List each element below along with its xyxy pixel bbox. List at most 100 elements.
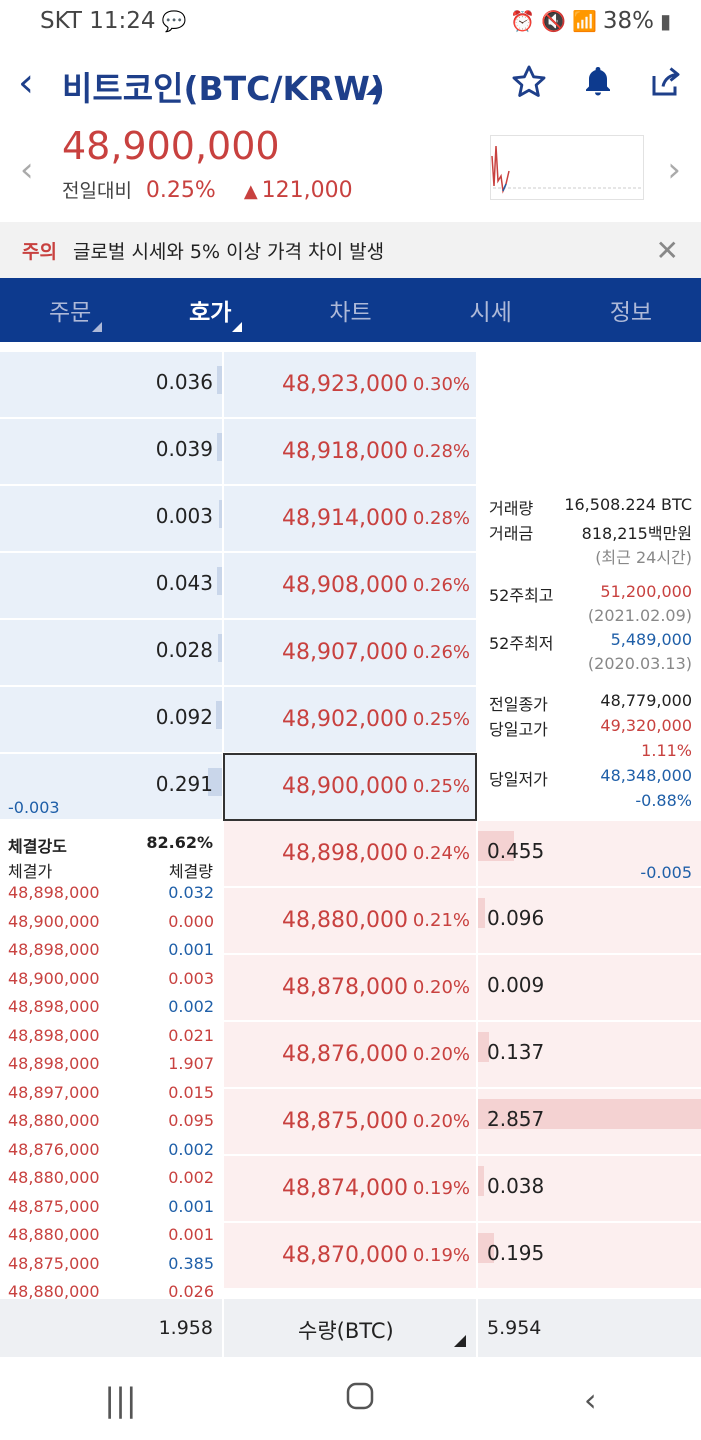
ask-quantity: 0.043 bbox=[155, 571, 213, 595]
volume-value: 16,508.224 BTC bbox=[564, 495, 692, 514]
ask-volume-bar bbox=[208, 768, 222, 796]
bid-price: 48,878,000 bbox=[282, 975, 408, 1000]
trade-row: 48,880,000 0.001 bbox=[0, 1225, 222, 1253]
trade-row: 48,875,000 0.001 bbox=[0, 1197, 222, 1225]
tab-chart[interactable]: 차트 bbox=[280, 278, 420, 342]
trade-row: 48,875,000 0.385 bbox=[0, 1254, 222, 1282]
high52-label: 52주최고 bbox=[489, 586, 554, 605]
bid-delta: -0.005 bbox=[640, 863, 692, 882]
bid-quantity: 0.195 bbox=[487, 1241, 545, 1265]
next-coin-arrow-icon[interactable]: › bbox=[667, 150, 681, 190]
ask-price: 48,907,000 bbox=[282, 640, 408, 665]
tab-info[interactable]: 정보 bbox=[561, 278, 701, 342]
divider bbox=[476, 1299, 478, 1357]
coin-title[interactable]: 비트코인(BTC/KRW) bbox=[62, 69, 385, 108]
volume-label: 거래량 bbox=[489, 499, 534, 518]
bid-row[interactable]: 0.195 bbox=[478, 1223, 701, 1288]
bid-quantity: 0.455 bbox=[487, 839, 545, 863]
ask-row[interactable]: 0.043 bbox=[0, 553, 222, 618]
trade-row: 48,898,000 0.032 bbox=[0, 883, 222, 911]
close-icon[interactable]: ✕ bbox=[655, 234, 679, 267]
bid-price-row[interactable]: 48,878,000 0.20% bbox=[224, 955, 476, 1020]
bid-price-row[interactable]: 48,875,000 0.20% bbox=[224, 1089, 476, 1154]
change-label: 전일대비 bbox=[62, 180, 132, 202]
bid-price-row[interactable]: 48,898,000 0.24% bbox=[224, 821, 476, 886]
ask-price-row[interactable]: 48,914,000 0.28% bbox=[224, 486, 476, 551]
bid-row[interactable]: 0.096 bbox=[478, 888, 701, 953]
back-icon[interactable]: ‹ bbox=[583, 1381, 597, 1419]
ask-price-row[interactable]: 48,902,000 0.25% bbox=[224, 687, 476, 752]
ask-row[interactable]: 0.039 bbox=[0, 419, 222, 484]
ask-row[interactable]: 0.003 bbox=[0, 486, 222, 551]
ask-percent: 0.26% bbox=[412, 575, 470, 596]
trade-quantity: 0.000 bbox=[168, 911, 214, 931]
ask-volume-bar bbox=[217, 433, 222, 461]
ask-volume-bar bbox=[219, 500, 222, 528]
bid-price: 48,880,000 bbox=[282, 908, 408, 933]
status-bar: SKT 11:24 💬 ⏰ 🔇 📶 38% ▮ bbox=[0, 0, 701, 46]
recent-apps-icon[interactable]: ||| bbox=[104, 1381, 137, 1419]
bid-row[interactable]: 0.038 bbox=[478, 1156, 701, 1221]
favorite-star-icon[interactable] bbox=[507, 60, 551, 104]
ask-price-row[interactable]: 48,918,000 0.28% bbox=[224, 419, 476, 484]
alert-bell-icon[interactable] bbox=[576, 60, 620, 104]
strength-value: 82.62% bbox=[146, 833, 213, 852]
bid-row[interactable]: 0.137 bbox=[478, 1022, 701, 1087]
ask-row[interactable]: 0.092 bbox=[0, 687, 222, 752]
prev-coin-arrow-icon[interactable]: ‹ bbox=[20, 150, 34, 190]
trade-row: 48,900,000 0.000 bbox=[0, 912, 222, 940]
bid-row[interactable]: 2.857 bbox=[478, 1089, 701, 1154]
share-icon[interactable] bbox=[644, 60, 688, 104]
ask-price-row[interactable]: 48,900,000 0.25% bbox=[224, 754, 476, 819]
high52-value: 51,200,000 bbox=[600, 582, 692, 601]
bid-price-row[interactable]: 48,874,000 0.19% bbox=[224, 1156, 476, 1221]
trade-quantity: 0.001 bbox=[168, 1225, 214, 1244]
bid-row[interactable]: 0.455 -0.005 bbox=[478, 821, 701, 886]
bid-volume-bar bbox=[478, 1233, 494, 1263]
unit-dropdown-icon[interactable] bbox=[454, 1335, 466, 1347]
trade-quantity: 0.385 bbox=[168, 1253, 214, 1273]
mini-price-chart[interactable] bbox=[490, 135, 644, 200]
tab-market-label: 시세 bbox=[469, 300, 512, 326]
bid-price-row[interactable]: 48,876,000 0.20% bbox=[224, 1022, 476, 1087]
ask-percent: 0.28% bbox=[412, 508, 470, 529]
day-high-value: 49,320,000 bbox=[600, 716, 692, 735]
trade-price: 48,898,000 bbox=[8, 997, 100, 1016]
ask-volume-bar bbox=[216, 701, 222, 729]
tab-market[interactable]: 시세 bbox=[421, 278, 561, 342]
bid-row[interactable]: 0.009 bbox=[478, 955, 701, 1020]
title-dropdown-icon[interactable] bbox=[366, 82, 379, 95]
unit-selector[interactable]: 수량(BTC) bbox=[298, 1319, 394, 1343]
ask-price-row[interactable]: 48,908,000 0.26% bbox=[224, 553, 476, 618]
ask-price-row[interactable]: 48,923,000 0.30% bbox=[224, 352, 476, 417]
bid-volume-bar bbox=[478, 1166, 484, 1196]
divider bbox=[222, 1299, 224, 1357]
tab-order[interactable]: 주문 bbox=[0, 278, 140, 342]
home-icon[interactable] bbox=[345, 1381, 375, 1419]
trade-row: 48,876,000 0.002 bbox=[0, 1140, 222, 1168]
day-high-label: 당일고가 bbox=[489, 720, 548, 739]
ask-volume-bar bbox=[217, 567, 222, 595]
corner-icon bbox=[232, 322, 243, 332]
tab-orderbook[interactable]: 호가 bbox=[140, 278, 280, 342]
bid-quantity: 0.137 bbox=[487, 1040, 545, 1064]
tab-chart-label: 차트 bbox=[329, 300, 372, 326]
trade-quantity: 0.002 bbox=[168, 997, 214, 1016]
ask-row[interactable]: 0.036 bbox=[0, 352, 222, 417]
ask-quantity: 0.039 bbox=[155, 437, 213, 461]
bid-percent: 0.20% bbox=[412, 977, 470, 998]
bid-price-row[interactable]: 48,880,000 0.21% bbox=[224, 888, 476, 953]
trade-quantity: 1.907 bbox=[168, 1054, 214, 1073]
ask-price-row[interactable]: 48,907,000 0.26% bbox=[224, 620, 476, 685]
period-note: (최근 24시간) bbox=[595, 548, 692, 567]
trade-row: 48,898,000 0.001 bbox=[0, 940, 222, 968]
ask-row[interactable]: 0.291 -0.003 bbox=[0, 754, 222, 819]
up-triangle-icon: ▲ bbox=[243, 181, 258, 202]
bid-percent: 0.19% bbox=[412, 1178, 470, 1199]
back-arrow-icon[interactable]: ‹ bbox=[18, 60, 34, 106]
ask-row[interactable]: 0.028 bbox=[0, 620, 222, 685]
warning-notice: 주의 글로벌 시세와 5% 이상 가격 차이 발생 ✕ bbox=[0, 222, 701, 278]
bid-volume-bar bbox=[478, 1099, 701, 1129]
bid-price-row[interactable]: 48,870,000 0.19% bbox=[224, 1223, 476, 1288]
ask-percent: 0.28% bbox=[412, 441, 470, 462]
